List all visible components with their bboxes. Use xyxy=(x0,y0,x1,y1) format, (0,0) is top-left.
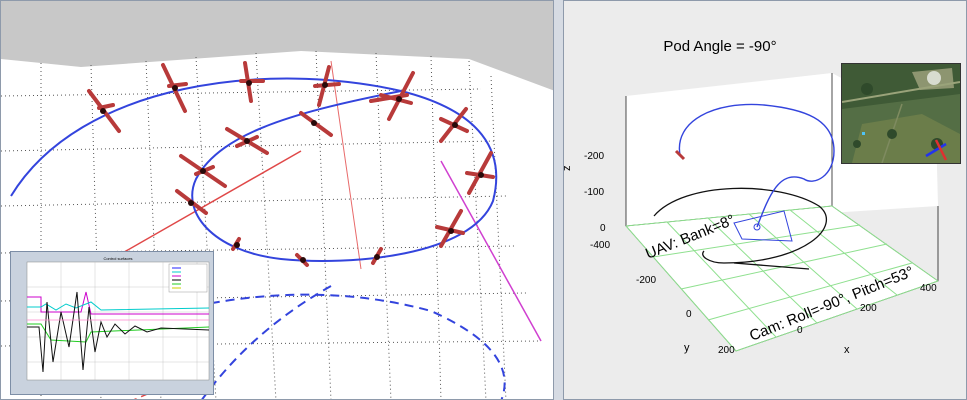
ground-track xyxy=(653,187,827,264)
inset-legend-entries xyxy=(172,267,181,289)
left-3d-view[interactable]: Control surfaces xyxy=(0,0,554,400)
uav-marker xyxy=(674,149,686,161)
aircraft-centers xyxy=(100,80,484,263)
ground-track-tail xyxy=(733,262,810,270)
plot-title: Pod Angle = -90° xyxy=(663,38,776,55)
axis-box-floor xyxy=(626,206,938,351)
right-3d-plot: Pod Angle = -90° z -200 -100 0 -400 -200… xyxy=(564,1,966,399)
uav-trajectory xyxy=(678,103,835,228)
footprint-center xyxy=(753,223,761,231)
z-tick: -200 xyxy=(584,151,604,162)
camera-view-inset[interactable] xyxy=(841,63,961,164)
red-ground-line-2 xyxy=(330,60,362,270)
panel-divider xyxy=(554,0,563,400)
inset-series-black xyxy=(27,291,210,373)
x-tick: 0 xyxy=(797,325,803,336)
y-tick: -400 xyxy=(590,240,610,251)
y-tick: 0 xyxy=(686,309,692,320)
y-tick: 200 xyxy=(718,345,735,356)
y-tick: -200 xyxy=(636,275,656,286)
z-tick: 0 xyxy=(600,223,606,234)
inset-plot-frame[interactable]: Control surfaces xyxy=(10,251,214,395)
z-tick: -100 xyxy=(584,187,604,198)
uav-icon-red xyxy=(934,139,948,161)
inset-plot: Control surfaces xyxy=(26,256,210,381)
floor-grid xyxy=(625,205,939,352)
x-axis-label: x xyxy=(844,344,850,356)
inset-legend xyxy=(168,263,208,293)
uav-icon-blue xyxy=(925,142,947,158)
trajectory-shadow xyxy=(195,293,506,399)
inset-series-magenta xyxy=(27,291,209,315)
z-axis-label: z xyxy=(564,166,573,172)
camera-footprint xyxy=(733,210,793,242)
y-axis-label: y xyxy=(684,342,690,354)
x-tick: 200 xyxy=(860,303,877,314)
inset-grid xyxy=(27,262,209,380)
inset-plot-title: Control surfaces xyxy=(103,256,132,261)
inset-series-cyan xyxy=(27,301,210,311)
right-3d-view[interactable]: Pod Angle = -90° z -200 -100 0 -400 -200… xyxy=(563,0,967,400)
aerial-image xyxy=(842,64,960,163)
magenta-line xyxy=(440,160,542,342)
x-tick: 400 xyxy=(920,283,937,294)
